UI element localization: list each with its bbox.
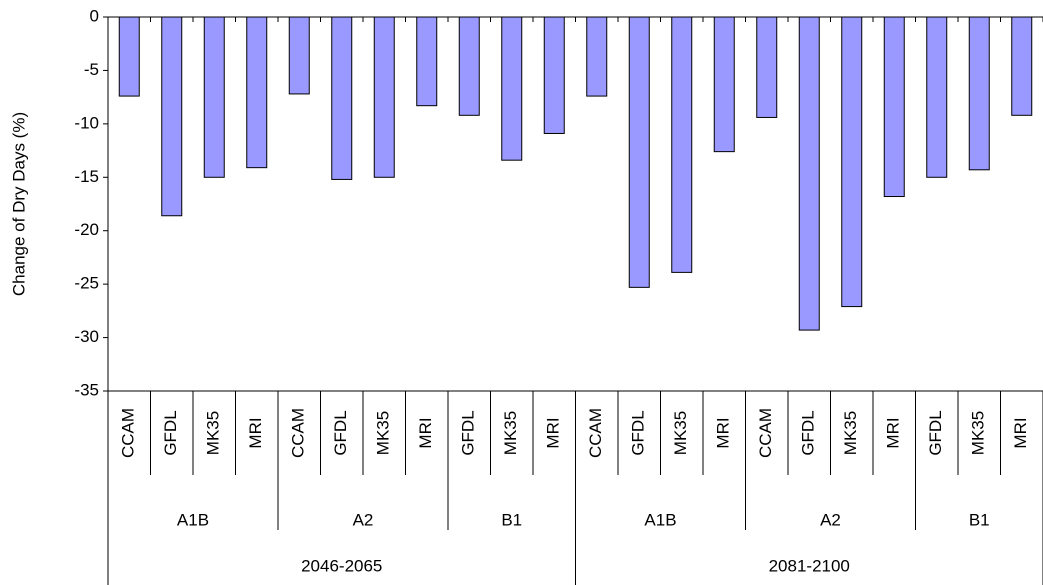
- y-tick-label: -30: [74, 327, 99, 346]
- bar: [118, 16, 140, 97]
- group-label: A1B: [177, 510, 209, 529]
- x-tick-label: GFDL: [799, 410, 818, 455]
- bar: [1011, 16, 1033, 116]
- x-tick-label: CCAM: [289, 408, 308, 458]
- x-tick-label: MK35: [374, 411, 393, 455]
- x-tick-label: CCAM: [756, 408, 775, 458]
- period-label: 2081-2100: [769, 556, 850, 575]
- x-tick-label: MK35: [841, 411, 860, 455]
- x-tick-label: GFDL: [926, 410, 945, 455]
- group-label: B1: [501, 510, 522, 529]
- x-tick-label: CCAM: [586, 408, 605, 458]
- group-label: A1B: [644, 510, 676, 529]
- bar: [288, 16, 310, 95]
- bar: [671, 16, 693, 273]
- x-tick-label: GFDL: [331, 410, 350, 455]
- group-label: A2: [353, 510, 374, 529]
- group-label: B1: [969, 510, 990, 529]
- bar: [458, 16, 480, 116]
- bar: [798, 16, 820, 331]
- x-tick-label: GFDL: [459, 410, 478, 455]
- x-tick-label: CCAM: [119, 408, 138, 458]
- x-tick-label: MRI: [544, 417, 563, 448]
- bar: [373, 16, 395, 178]
- x-tick-label: MRI: [1011, 417, 1030, 448]
- bar: [161, 16, 183, 217]
- bar: [841, 16, 863, 308]
- bar: [416, 16, 438, 107]
- x-tick-label: MRI: [714, 417, 733, 448]
- bar: [246, 16, 268, 169]
- bar: [331, 16, 353, 180]
- x-tick-label: MRI: [246, 417, 265, 448]
- bar: [926, 16, 948, 178]
- bar: [203, 16, 225, 178]
- bar: [543, 16, 565, 134]
- y-tick-label: -25: [74, 274, 99, 293]
- x-tick-label: GFDL: [161, 410, 180, 455]
- bar: [883, 16, 905, 198]
- x-tick-label: GFDL: [629, 410, 648, 455]
- bar: [968, 16, 990, 171]
- x-tick-label: MRI: [884, 417, 903, 448]
- bar: [628, 16, 650, 288]
- period-label: 2046-2065: [301, 556, 382, 575]
- bar: [501, 16, 523, 161]
- y-tick-label: -20: [74, 220, 99, 239]
- y-tick-label: -10: [74, 113, 99, 132]
- x-tick-label: MK35: [671, 411, 690, 455]
- y-axis-label: Change of Dry Days (%): [9, 112, 28, 296]
- y-tick-label: -35: [74, 380, 99, 399]
- x-tick-label: MRI: [416, 417, 435, 448]
- x-tick-label: MK35: [501, 411, 520, 455]
- y-tick-label: -5: [84, 60, 99, 79]
- bar: [586, 16, 608, 97]
- x-tick-label: MK35: [969, 411, 988, 455]
- y-tick-label: -15: [74, 167, 99, 186]
- x-tick-label: MK35: [204, 411, 223, 455]
- bar: [756, 16, 778, 118]
- group-label: A2: [820, 510, 841, 529]
- bar: [713, 16, 735, 153]
- y-tick-label: 0: [90, 6, 99, 25]
